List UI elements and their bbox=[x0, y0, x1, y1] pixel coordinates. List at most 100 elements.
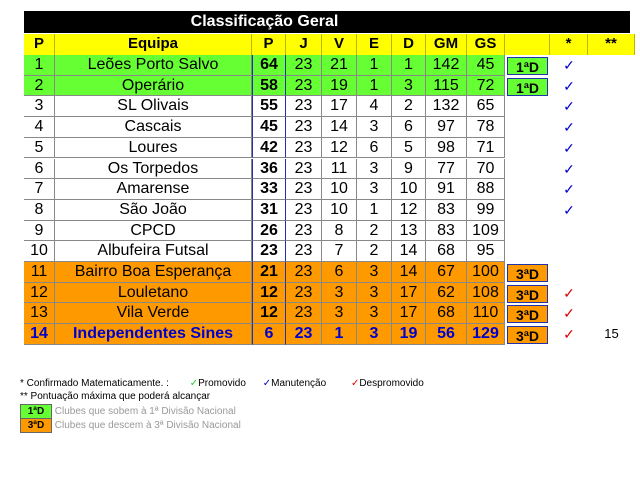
legend-up-text: Clubes que sobem à 1ª Divisão Nacional bbox=[54, 406, 236, 418]
legend-confirmed-label: * Confirmado Matematicamente. : bbox=[20, 378, 169, 389]
table-row: 2 Operário 58 23 19 1 3 115 72 1ªD ✓ bbox=[24, 75, 635, 97]
division-badge: 1ªD bbox=[507, 57, 548, 75]
cell-goals-against: 129 bbox=[467, 324, 505, 345]
cell-wins: 1 bbox=[322, 324, 357, 345]
header-division bbox=[505, 34, 550, 55]
cell-draws: 3 bbox=[357, 117, 392, 138]
cell-draws: 1 bbox=[357, 75, 392, 97]
header-team: Equipa bbox=[55, 34, 252, 55]
cell-draws: 3 bbox=[357, 324, 392, 345]
cell-goals-for: 91 bbox=[426, 179, 467, 200]
header-max-points: ** bbox=[588, 34, 635, 55]
cell-goals-for: 132 bbox=[426, 96, 467, 118]
division-badge: 3ªD bbox=[507, 305, 548, 324]
check-icon: ✓ bbox=[563, 284, 575, 301]
cell-position: 10 bbox=[24, 241, 55, 262]
cell-draws: 4 bbox=[357, 96, 392, 118]
check-icon: ✓ bbox=[563, 139, 575, 156]
check-icon: ✓ bbox=[563, 77, 575, 94]
cell-played: 23 bbox=[286, 199, 322, 221]
cell-position: 3 bbox=[24, 96, 55, 118]
cell-played: 23 bbox=[286, 324, 322, 345]
cell-losses: 19 bbox=[392, 324, 426, 345]
cell-played: 23 bbox=[286, 220, 322, 242]
cell-played: 23 bbox=[286, 75, 322, 97]
check-icon: ✓ bbox=[563, 326, 575, 343]
cell-draws: 3 bbox=[357, 282, 392, 304]
cell-draws: 1 bbox=[357, 199, 392, 221]
table-row: 7 Amarense 33 23 10 3 10 91 88 ✓ bbox=[24, 179, 635, 200]
cell-losses: 14 bbox=[392, 262, 426, 283]
cell-losses: 5 bbox=[392, 137, 426, 159]
cell-team: Louletano bbox=[55, 282, 252, 304]
cell-goals-for: 68 bbox=[426, 241, 467, 262]
legend-down-badge: 3ªD bbox=[20, 418, 52, 433]
cell-wins: 21 bbox=[322, 55, 357, 76]
cell-team: Os Torpedos bbox=[55, 158, 252, 180]
header-draws: E bbox=[357, 34, 392, 55]
cell-wins: 6 bbox=[322, 262, 357, 283]
cell-wins: 3 bbox=[322, 282, 357, 304]
cell-points: 31 bbox=[252, 199, 286, 221]
cell-wins: 19 bbox=[322, 75, 357, 97]
header-wins: V bbox=[322, 34, 357, 55]
cell-draws: 3 bbox=[357, 179, 392, 200]
table-row: 14 Independentes Sines 6 23 1 3 19 56 129 3ªD ✓ 15 bbox=[24, 324, 635, 345]
cell-goals-for: 83 bbox=[426, 199, 467, 221]
cell-played: 23 bbox=[286, 303, 322, 325]
cell-goals-against: 100 bbox=[467, 262, 505, 283]
cell-goals-for: 98 bbox=[426, 137, 467, 159]
cell-position: 4 bbox=[24, 117, 55, 138]
cell-losses: 2 bbox=[392, 96, 426, 118]
cell-goals-against: 99 bbox=[467, 199, 505, 221]
cell-points: 21 bbox=[252, 262, 286, 283]
cell-goals-for: 142 bbox=[426, 55, 467, 76]
cell-played: 23 bbox=[286, 241, 322, 262]
cell-goals-against: 65 bbox=[467, 96, 505, 118]
max-points-value: 15 bbox=[604, 326, 619, 342]
header-goals-for: GM bbox=[426, 34, 467, 55]
cell-position: 8 bbox=[24, 199, 55, 221]
cell-goals-against: 110 bbox=[467, 303, 505, 325]
cell-played: 23 bbox=[286, 262, 322, 283]
cell-position: 2 bbox=[24, 75, 55, 97]
cell-points: 45 bbox=[252, 117, 286, 138]
check-icon: ✓ bbox=[563, 201, 575, 218]
table-title-bar: Classificação Geral bbox=[24, 11, 630, 33]
table-row: 5 Loures 42 23 12 6 5 98 71 ✓ bbox=[24, 137, 635, 159]
cell-team: CPCD bbox=[55, 220, 252, 242]
legend-relegated: Despromovido bbox=[359, 378, 424, 389]
cell-team: Cascais bbox=[55, 117, 252, 138]
check-icon: ✓ bbox=[563, 98, 575, 115]
cell-team: Albufeira Futsal bbox=[55, 241, 252, 262]
cell-wins: 8 bbox=[322, 220, 357, 242]
check-icon: ✓ bbox=[563, 57, 575, 73]
cell-goals-against: 109 bbox=[467, 220, 505, 242]
cell-wins: 7 bbox=[322, 241, 357, 262]
legend-confirmed: * Confirmado Matematicamente. : ✓ Promovi… bbox=[20, 378, 424, 389]
cell-points: 26 bbox=[252, 220, 286, 242]
cell-goals-for: 68 bbox=[426, 303, 467, 325]
header-played: J bbox=[286, 34, 322, 55]
cell-goals-for: 62 bbox=[426, 282, 467, 304]
check-red-icon: ✓ bbox=[350, 378, 360, 389]
cell-goals-against: 78 bbox=[467, 117, 505, 138]
cell-goals-against: 71 bbox=[467, 137, 505, 159]
cell-goals-against: 45 bbox=[467, 55, 505, 76]
cell-goals-for: 77 bbox=[426, 158, 467, 180]
check-icon: ✓ bbox=[563, 181, 575, 198]
cell-position: 12 bbox=[24, 282, 55, 304]
cell-draws: 2 bbox=[357, 241, 392, 262]
cell-wins: 14 bbox=[322, 117, 357, 138]
cell-team: São João bbox=[55, 199, 252, 221]
cell-losses: 3 bbox=[392, 75, 426, 97]
header-losses: D bbox=[392, 34, 426, 55]
header-confirmed: * bbox=[550, 34, 588, 55]
legend-up-badge: 1ªD bbox=[20, 404, 52, 419]
legend-promoted: Promovido bbox=[198, 378, 246, 389]
cell-points: 23 bbox=[252, 241, 286, 262]
cell-goals-against: 88 bbox=[467, 179, 505, 200]
legend-down-text: Clubes que descem à 3ª Divisão Nacional bbox=[54, 420, 241, 432]
cell-draws: 3 bbox=[357, 158, 392, 180]
table-row: 11 Bairro Boa Esperança 21 23 6 3 14 67 100 3ªD bbox=[24, 262, 635, 283]
